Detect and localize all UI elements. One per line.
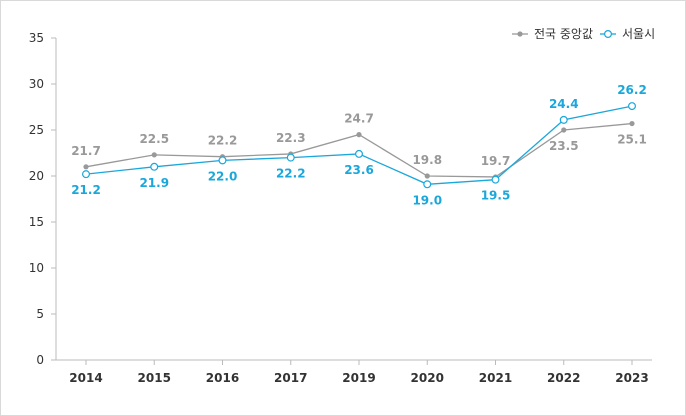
x-tick-label: 2023 xyxy=(615,371,648,385)
seoul-point xyxy=(627,102,636,111)
seoul-data-label: 26.2 xyxy=(617,83,647,97)
seoul-point xyxy=(423,180,432,189)
x-tick-label: 2014 xyxy=(69,371,102,385)
national-data-label: 22.5 xyxy=(139,132,169,146)
national-point xyxy=(356,132,362,138)
seoul-point xyxy=(355,149,364,158)
national-data-label: 19.8 xyxy=(412,153,442,167)
national-point xyxy=(561,127,567,133)
x-tick-label: 2022 xyxy=(547,371,580,385)
y-tick-label: 15 xyxy=(29,215,44,229)
seoul-data-label: 22.2 xyxy=(276,167,306,181)
y-tick-label: 0 xyxy=(36,353,44,367)
x-tick-label: 2015 xyxy=(138,371,171,385)
data-labels: 21.7 22.5 22.2 22.3 24.7 19.8 19.7 23.5 25.1 21.2… xyxy=(71,83,647,207)
chart-axes: 0 5 10 15 20 25 30 35 2014 2015 2016 2017 2019 2020 20… xyxy=(29,31,652,385)
national-point xyxy=(424,173,430,179)
seoul-data-label: 24.4 xyxy=(549,97,579,111)
national-data-label: 24.7 xyxy=(344,112,374,126)
national-point xyxy=(83,164,89,170)
national-data-label: 23.5 xyxy=(549,139,579,153)
national-data-label: 22.2 xyxy=(208,134,238,148)
x-tick-label: 2016 xyxy=(206,371,239,385)
y-tick-label: 5 xyxy=(36,307,44,321)
seoul-point xyxy=(286,153,295,162)
seoul-data-label: 22.0 xyxy=(208,169,238,183)
y-tick-label: 10 xyxy=(29,261,44,275)
legend-national-label: 전국 중앙값 xyxy=(534,27,593,41)
national-point xyxy=(151,152,157,158)
seoul-point xyxy=(559,115,568,124)
seoul-data-label: 21.2 xyxy=(71,183,101,197)
legend-seoul-label: 서울시 xyxy=(622,27,655,41)
x-tick-label: 2021 xyxy=(479,371,512,385)
national-data-label: 21.7 xyxy=(71,144,101,158)
y-tick-label: 30 xyxy=(29,77,44,91)
seoul-data-label: 23.6 xyxy=(344,163,374,177)
national-data-label: 22.3 xyxy=(276,131,306,145)
seoul-data-label: 21.9 xyxy=(139,176,169,190)
y-tick-label: 20 xyxy=(29,169,44,183)
national-data-label: 19.7 xyxy=(481,154,511,168)
x-tick-label: 2020 xyxy=(411,371,444,385)
x-tick-label: 2017 xyxy=(274,371,307,385)
legend-national-marker xyxy=(517,31,523,37)
seoul-data-label: 19.5 xyxy=(481,189,511,203)
seoul-point xyxy=(81,170,90,179)
y-tick-label: 25 xyxy=(29,123,44,137)
seoul-data-label: 19.0 xyxy=(412,193,442,207)
seoul-point xyxy=(491,175,500,184)
y-tick-label: 35 xyxy=(29,31,44,45)
x-tick-label: 2019 xyxy=(342,371,375,385)
seoul-point xyxy=(150,162,159,171)
national-point xyxy=(629,120,635,127)
series-layer xyxy=(81,102,636,189)
chart-legend: 전국 중앙값 서울시 xyxy=(512,27,655,41)
seoul-point xyxy=(218,156,227,165)
legend-seoul-marker xyxy=(603,30,612,39)
national-data-label: 25.1 xyxy=(617,133,647,147)
